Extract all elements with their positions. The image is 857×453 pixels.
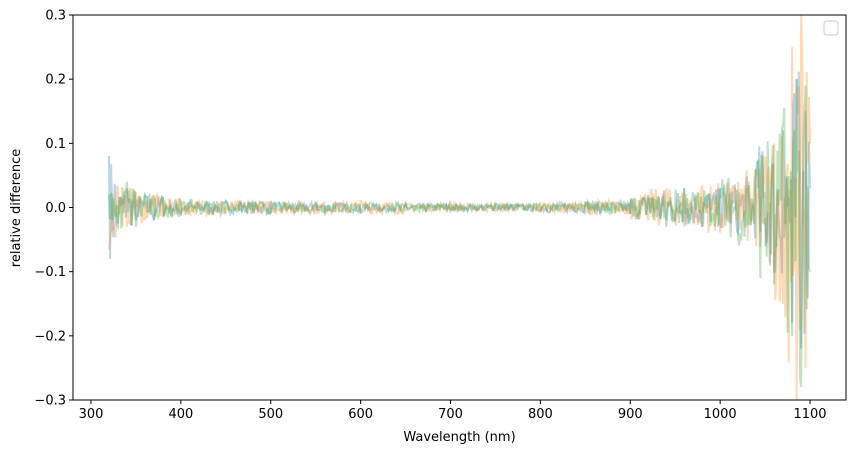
series-line-1	[107, 71, 812, 349]
legend	[823, 20, 839, 36]
y-tick-label: 0.2	[45, 73, 66, 88]
x-axis-label: Wavelength (nm)	[403, 430, 515, 445]
x-tick-label: 700	[438, 407, 463, 422]
x-tick-label: 900	[618, 407, 643, 422]
x-tick-label: 800	[528, 407, 553, 422]
axes-layer: 300 400 500 600 700 800 900 1000 1100 −0.3 −0.2 −0.…	[34, 9, 847, 422]
y-tick-label: 0.3	[45, 9, 66, 24]
y-tick-label: 0.0	[45, 201, 66, 216]
series-line-3	[107, 79, 811, 388]
y-tick-label: −0.2	[34, 329, 66, 344]
legend-box	[823, 20, 839, 36]
series-layer	[107, 15, 812, 400]
x-tick-label: 400	[168, 407, 193, 422]
x-tick-label: 600	[348, 407, 373, 422]
y-tick-label: −0.1	[34, 265, 66, 280]
y-axis-label: relative difference	[9, 149, 24, 267]
x-tick-label: 1000	[704, 407, 737, 422]
y-tick-label: 0.1	[45, 137, 66, 152]
y-tick-label: −0.3	[34, 394, 66, 409]
x-tick-label: 1100	[793, 407, 826, 422]
x-tick-label: 300	[79, 407, 104, 422]
x-tick-label: 500	[258, 407, 283, 422]
series-line-2	[107, 15, 812, 400]
